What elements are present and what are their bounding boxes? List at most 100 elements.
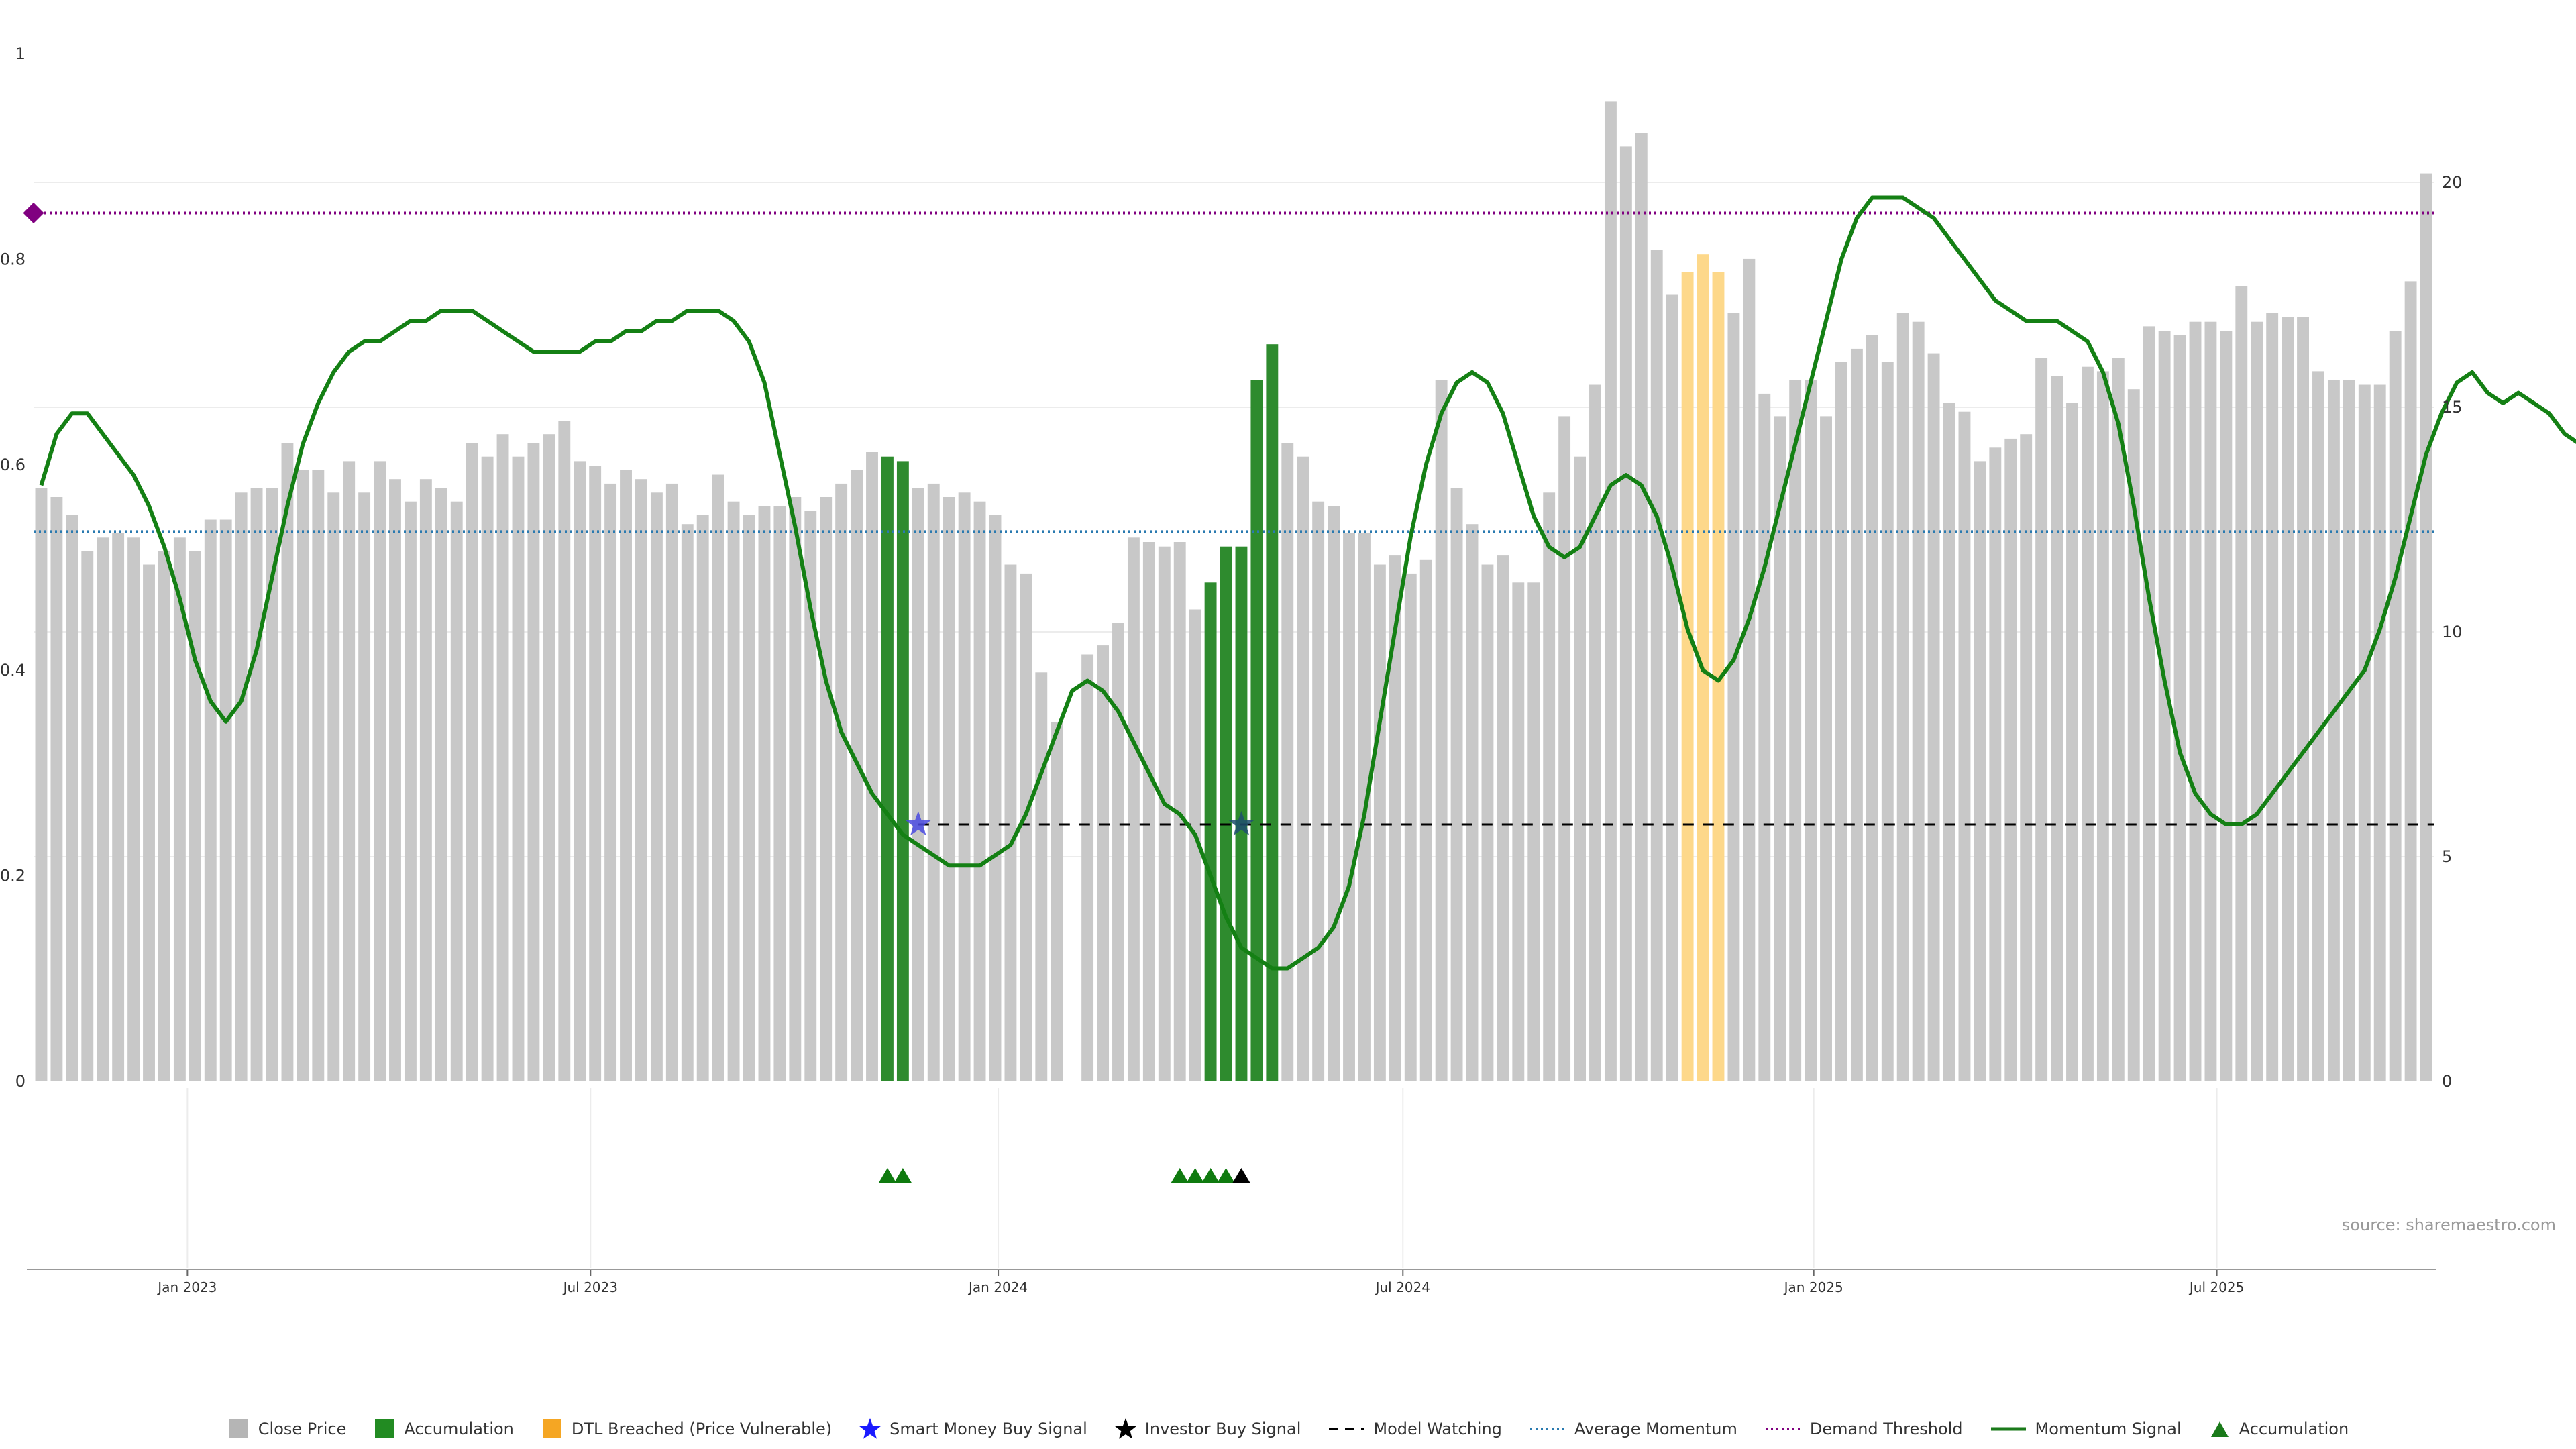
close-price-bar: [389, 479, 401, 1081]
close-price-bar: [143, 564, 155, 1081]
close-price-bar: [1619, 146, 1632, 1081]
close-price-bar: [527, 443, 540, 1081]
source-note: source: sharemaestro.com: [2341, 1216, 2556, 1234]
legend-swatch-triangle: [2210, 1421, 2229, 1437]
close-price-bar: [281, 443, 294, 1081]
legend-label: Smart Money Buy Signal: [890, 1419, 1087, 1438]
close-price-bar: [543, 434, 555, 1081]
legend-label: Demand Threshold: [1809, 1419, 1963, 1438]
close-price-bar: [2004, 438, 2017, 1081]
close-price-bar: [35, 488, 48, 1081]
close-price-bar: [97, 537, 109, 1081]
close-price-bar: [1896, 313, 1909, 1081]
close-price-bar: [450, 501, 463, 1081]
close-price-bar: [1635, 133, 1648, 1081]
close-price-bar: [481, 456, 494, 1081]
legend-swatch-square: [542, 1419, 561, 1438]
x-tick-label: Jul 2024: [1375, 1279, 1430, 1295]
reference-lines: [23, 202, 2434, 826]
close-price-bar: [1866, 335, 1878, 1081]
close-price-bar: [2404, 281, 2417, 1081]
accumulation-triangle: [894, 1168, 912, 1183]
left-axis-tick-label: 0.8: [0, 250, 25, 268]
close-price-bar: [1650, 250, 1663, 1081]
close-price-bar: [1051, 722, 1063, 1081]
close-price-bar: [404, 501, 417, 1081]
close-price-bar: [1774, 416, 1786, 1081]
legend-item: Investor Buy Signal: [1114, 1417, 1301, 1440]
close-price-bar: [1097, 645, 1109, 1081]
close-price-bar: [1481, 564, 1494, 1081]
close-price-bar: [1543, 492, 1556, 1081]
close-price-bar: [2266, 313, 2279, 1081]
close-price-bar: [635, 479, 647, 1081]
close-price-bar: [343, 461, 356, 1081]
close-price-bar: [820, 497, 833, 1081]
close-price-bar: [250, 488, 263, 1081]
legend-item: Accumulation: [2208, 1417, 2349, 1440]
close-price-bar: [81, 551, 94, 1081]
close-price-bar: [696, 515, 709, 1081]
close-price-bar: [958, 492, 971, 1081]
close-price-bar: [650, 492, 663, 1081]
legend-label: Average Momentum: [1574, 1419, 1737, 1438]
close-price-bar: [2251, 321, 2263, 1082]
close-price-bar: [2282, 317, 2294, 1081]
close-price-bar: [1466, 524, 1479, 1081]
close-price-bar: [1820, 416, 1832, 1081]
legend-item: Accumulation: [373, 1417, 514, 1440]
close-price-bar: [1989, 447, 2002, 1081]
close-price-bar: [2220, 331, 2233, 1082]
close-price-bar: [1127, 537, 1140, 1081]
close-price-bar: [2358, 384, 2371, 1081]
close-price-bar: [1020, 573, 1032, 1081]
close-price-bar: [1881, 362, 1894, 1081]
close-price-bar: [2420, 173, 2432, 1082]
investor-buy-star: [1228, 811, 1254, 836]
close-price-bar: [204, 519, 217, 1081]
close-price-bar: [712, 474, 724, 1081]
close-price-bar: [1112, 623, 1124, 1081]
close-price-bar: [127, 537, 140, 1081]
close-price-bar: [1574, 456, 1587, 1081]
legend-item: DTL Breached (Price Vulnerable): [541, 1417, 832, 1440]
right-axis-tick-label: 10: [2442, 623, 2463, 641]
legend-swatch-dot: [1529, 1428, 1565, 1430]
close-price-bar: [2127, 389, 2140, 1082]
close-price-bar: [435, 488, 447, 1081]
close-price-bar: [312, 470, 325, 1081]
legend-swatch-dash: [1329, 1428, 1364, 1430]
close-price-bar: [866, 452, 878, 1081]
close-price-bar: [2204, 321, 2217, 1082]
close-price-bar: [1912, 321, 1925, 1082]
dtl-bar: [1712, 272, 1725, 1081]
close-price-bar: [1789, 380, 1802, 1081]
close-price-bar: [112, 533, 125, 1081]
close-price-bar: [1805, 380, 1817, 1081]
close-price-bar: [2343, 380, 2355, 1081]
legend-item: Model Watching: [1328, 1417, 1502, 1440]
close-price-bar: [589, 466, 602, 1081]
legend-swatch-star: [859, 1418, 881, 1439]
close-price-bar: [2081, 366, 2094, 1082]
x-tick-label: Jan 2024: [967, 1279, 1028, 1295]
close-price-bar: [1604, 101, 1617, 1081]
close-price-bar: [1419, 559, 1432, 1081]
close-price-bar: [574, 461, 586, 1081]
close-price-bar: [1835, 362, 1847, 1081]
close-price-bar: [189, 551, 201, 1081]
close-price-bar: [512, 456, 525, 1081]
accumulation-triangle: [1186, 1168, 1204, 1183]
close-price-bar: [1512, 582, 1525, 1081]
legend-swatch-star: [1114, 1418, 1136, 1439]
close-price-bar: [1173, 542, 1186, 1081]
close-price-bar: [219, 519, 232, 1081]
close-price-bar: [681, 524, 694, 1081]
close-price-bar: [727, 501, 740, 1081]
close-price-bar: [1297, 456, 1309, 1081]
legend-label: Model Watching: [1373, 1419, 1502, 1438]
chart-legend: Close Price Accumulation DTL Breached (Pri…: [0, 1414, 2576, 1444]
close-price-bar: [1666, 294, 1678, 1081]
investor-triangle: [1232, 1168, 1250, 1183]
close-price-bar: [1958, 411, 1971, 1081]
